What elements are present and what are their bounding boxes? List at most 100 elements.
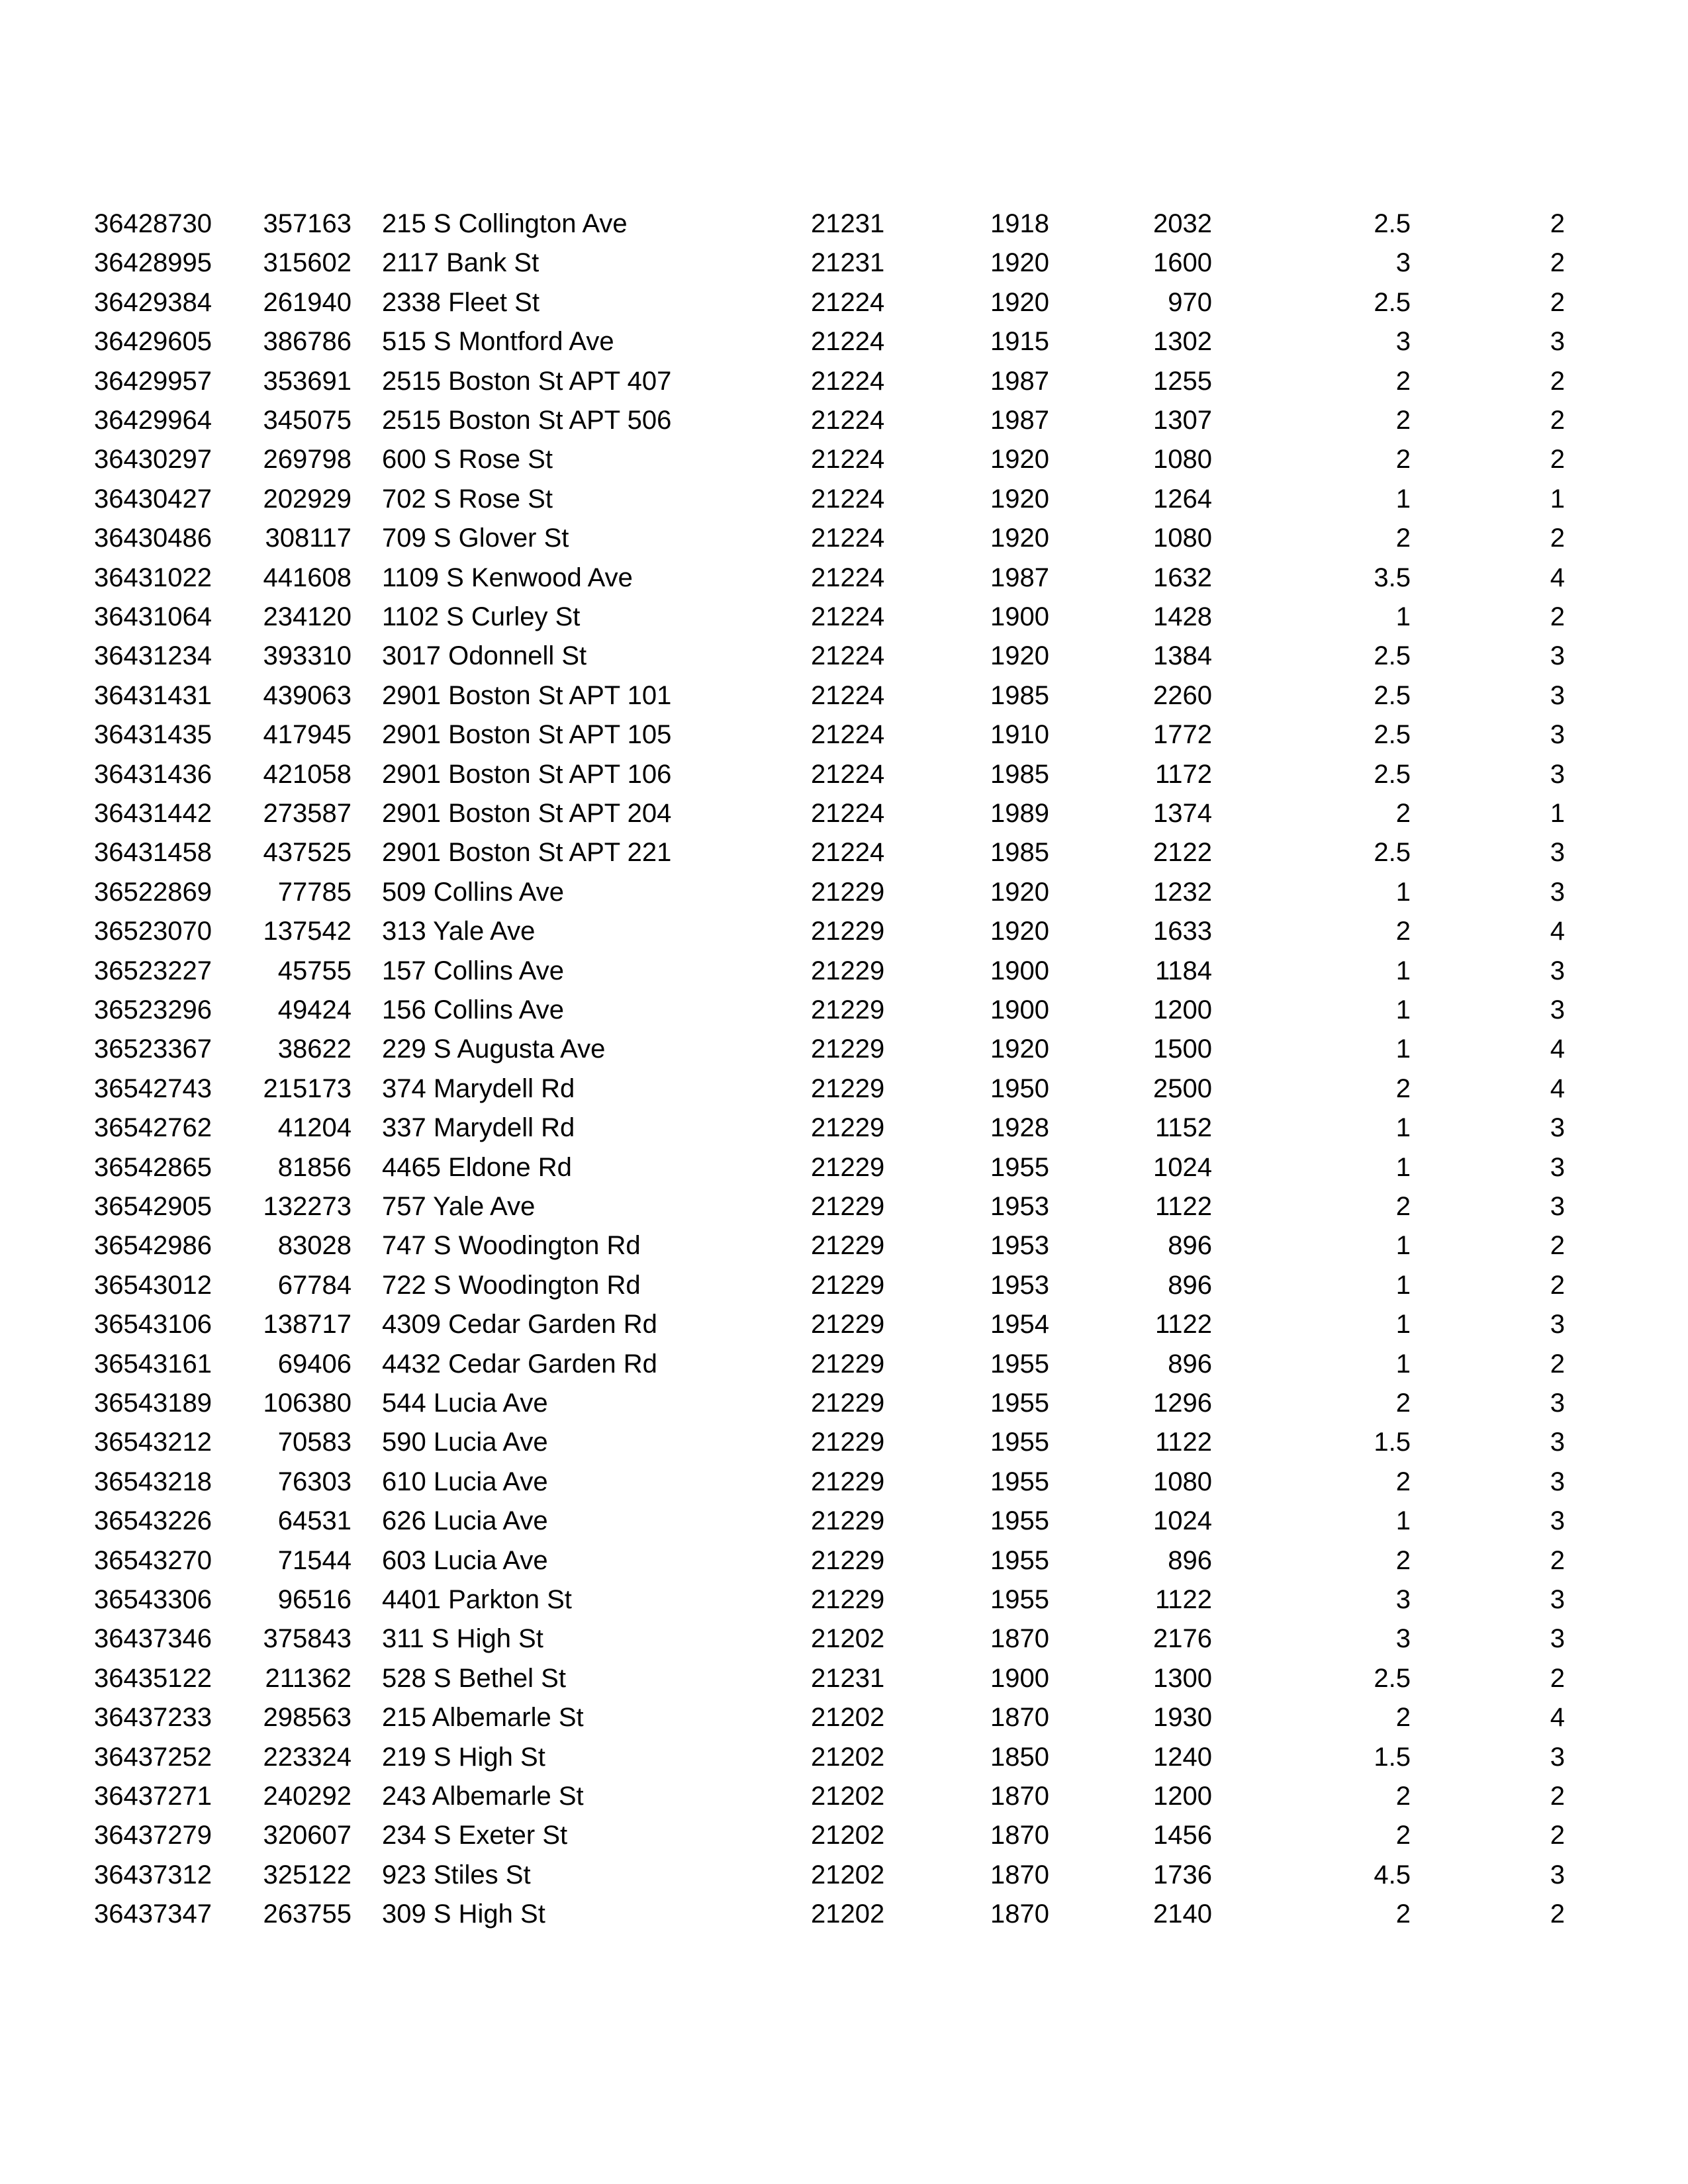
address-cell: 4465 Eldone Rd <box>382 1152 572 1182</box>
zip-code-cell: 21229 <box>811 877 885 907</box>
zip-code-cell: 21231 <box>811 248 885 278</box>
record-id-cell: 36437312 <box>94 1860 212 1889</box>
record-id-cell: 36437347 <box>94 1899 212 1929</box>
square-feet-cell: 1024 <box>1153 1506 1212 1536</box>
square-feet-cell: 1080 <box>1153 1467 1212 1496</box>
zip-code-cell: 21202 <box>811 1624 885 1654</box>
square-feet-cell: 1736 <box>1153 1860 1212 1889</box>
year-built-cell: 1920 <box>990 641 1049 671</box>
value-cell: 240292 <box>263 1782 352 1811</box>
table-row: 36431458 437525 2901 Boston St APT 221 2122… <box>0 833 1688 872</box>
bathrooms-cell: 2 <box>1395 445 1411 475</box>
value-cell: 132273 <box>263 1192 352 1221</box>
value-cell: 64531 <box>277 1506 352 1536</box>
value-cell: 106380 <box>263 1388 352 1418</box>
record-id-cell: 36428730 <box>94 209 212 238</box>
address-cell: 702 S Rose St <box>382 484 553 514</box>
table-row: 36523296 49424 156 Collins Ave 21229 1900 120… <box>0 991 1688 1030</box>
bathrooms-cell: 2 <box>1395 1782 1411 1811</box>
value-cell: 81856 <box>277 1152 352 1182</box>
bedrooms-cell: 3 <box>1550 1467 1565 1496</box>
value-cell: 375843 <box>263 1624 352 1654</box>
year-built-cell: 1920 <box>990 1034 1049 1064</box>
table-row: 36543012 67784 722 S Woodington Rd 21229 195… <box>0 1266 1688 1305</box>
value-cell: 96516 <box>277 1585 352 1614</box>
square-feet-cell: 896 <box>1168 1349 1212 1379</box>
year-built-cell: 1910 <box>990 720 1049 750</box>
square-feet-cell: 1184 <box>1154 956 1212 985</box>
address-cell: 311 S High St <box>382 1624 543 1654</box>
square-feet-cell: 2032 <box>1153 209 1212 238</box>
bathrooms-cell: 2 <box>1395 917 1411 946</box>
zip-code-cell: 21231 <box>811 1663 885 1693</box>
table-row: 36431431 439063 2901 Boston St APT 101 2122… <box>0 676 1688 715</box>
address-cell: 528 S Bethel St <box>382 1663 566 1693</box>
square-feet-cell: 1024 <box>1153 1152 1212 1182</box>
record-id-cell: 36429964 <box>94 406 212 435</box>
bedrooms-cell: 3 <box>1550 1506 1565 1536</box>
square-feet-cell: 1930 <box>1153 1703 1212 1733</box>
bathrooms-cell: 2 <box>1395 1545 1411 1575</box>
square-feet-cell: 1200 <box>1153 995 1212 1024</box>
square-feet-cell: 2260 <box>1153 680 1212 710</box>
zip-code-cell: 21202 <box>811 1703 885 1733</box>
bedrooms-cell: 2 <box>1550 209 1565 238</box>
value-cell: 45755 <box>277 956 352 985</box>
table-row: 36523070 137542 313 Yale Ave 21229 1920 1633 2… <box>0 912 1688 951</box>
year-built-cell: 1950 <box>990 1073 1049 1103</box>
bathrooms-cell: 2.5 <box>1374 641 1411 671</box>
year-built-cell: 1850 <box>990 1742 1049 1772</box>
table-row: 36428995 315602 2117 Bank St 21231 1920 1600 3… <box>0 244 1688 283</box>
table-row: 36428730 357163 215 S Collington Ave 21231 1… <box>0 205 1688 244</box>
year-built-cell: 1955 <box>990 1506 1049 1536</box>
year-built-cell: 1920 <box>990 877 1049 907</box>
bedrooms-cell: 2 <box>1550 1270 1565 1300</box>
address-cell: 337 Marydell Rd <box>382 1113 575 1143</box>
square-feet-cell: 1264 <box>1153 484 1212 514</box>
value-cell: 353691 <box>263 366 352 396</box>
bedrooms-cell: 4 <box>1550 1703 1565 1733</box>
year-built-cell: 1953 <box>990 1192 1049 1221</box>
table-row: 36543270 71544 603 Lucia Ave 21229 1955 896 2 2 <box>0 1541 1688 1580</box>
zip-code-cell: 21224 <box>811 641 885 671</box>
year-built-cell: 1918 <box>990 209 1049 238</box>
address-cell: 2901 Boston St APT 204 <box>382 799 672 828</box>
bathrooms-cell: 1 <box>1395 1231 1411 1261</box>
bathrooms-cell: 2 <box>1395 366 1411 396</box>
year-built-cell: 1955 <box>990 1545 1049 1575</box>
table-row: 36431022 441608 1109 S Kenwood Ave 21224 198… <box>0 559 1688 598</box>
table-row: 36431435 417945 2901 Boston St APT 105 2122… <box>0 715 1688 754</box>
bedrooms-cell: 3 <box>1550 1428 1565 1457</box>
record-id-cell: 36431442 <box>94 799 212 828</box>
bathrooms-cell: 2.5 <box>1374 287 1411 317</box>
address-cell: 2901 Boston St APT 106 <box>382 759 672 789</box>
bathrooms-cell: 2.5 <box>1374 209 1411 238</box>
bathrooms-cell: 2 <box>1395 406 1411 435</box>
record-id-cell: 36437271 <box>94 1782 212 1811</box>
address-cell: 374 Marydell Rd <box>382 1073 575 1103</box>
square-feet-cell: 1384 <box>1153 641 1212 671</box>
record-id-cell: 36431458 <box>94 838 212 868</box>
square-feet-cell: 2122 <box>1153 838 1212 868</box>
record-id-cell: 36542905 <box>94 1192 212 1221</box>
value-cell: 308117 <box>265 523 352 553</box>
address-cell: 2515 Boston St APT 506 <box>382 406 672 435</box>
square-feet-cell: 1300 <box>1153 1663 1212 1693</box>
table-row: 36523227 45755 157 Collins Ave 21229 1900 118… <box>0 952 1688 991</box>
table-row: 36430486 308117 709 S Glover St 21224 1920 10… <box>0 519 1688 558</box>
address-cell: 215 S Collington Ave <box>382 209 628 238</box>
value-cell: 298563 <box>263 1703 352 1733</box>
value-cell: 138717 <box>263 1310 352 1340</box>
year-built-cell: 1955 <box>990 1585 1049 1614</box>
year-built-cell: 1955 <box>990 1349 1049 1379</box>
bathrooms-cell: 2 <box>1395 1192 1411 1221</box>
address-cell: 234 S Exeter St <box>382 1821 568 1850</box>
table-row: 36543306 96516 4401 Parkton St 21229 1955 112… <box>0 1580 1688 1619</box>
table-row: 36431064 234120 1102 S Curley St 21224 1900 1… <box>0 598 1688 637</box>
table-row: 36437312 325122 923 Stiles St 21202 1870 1736… <box>0 1856 1688 1895</box>
address-cell: 243 Albemarle St <box>382 1782 584 1811</box>
record-id-cell: 36431431 <box>94 680 212 710</box>
square-feet-cell: 1632 <box>1153 563 1212 592</box>
record-id-cell: 36431022 <box>94 563 212 592</box>
zip-code-cell: 21229 <box>811 1310 885 1340</box>
